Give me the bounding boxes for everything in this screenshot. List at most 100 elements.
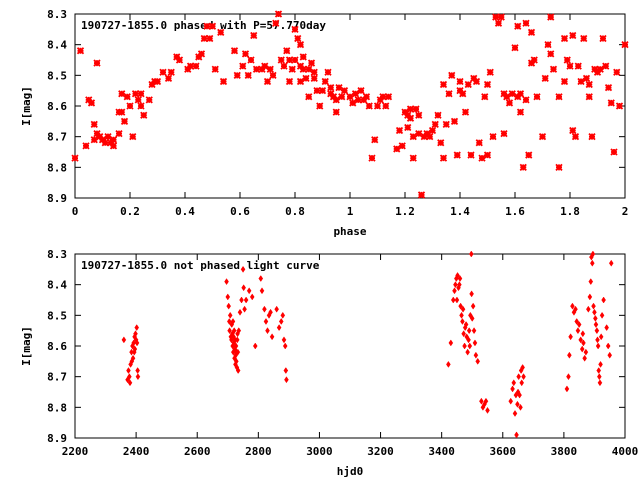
data-point [332,108,340,116]
data-point [596,65,604,73]
data-point [373,102,382,110]
data-point [522,96,530,104]
data-point [461,108,470,116]
y-axis-label: I[mag] [20,86,33,126]
data-point [514,22,522,30]
data-point [259,287,265,295]
y-tick-label: 8.6 [47,100,67,113]
data-point [573,305,578,313]
data-point [261,62,269,70]
data-point [442,120,450,129]
data-point [129,133,137,141]
data-point [597,373,602,381]
x-tick-label: 0 [72,205,79,218]
plot-title: 190727-1855.0 not phased light curve [81,259,320,272]
data-point [313,87,321,95]
data-point [505,99,514,107]
data-point [349,99,357,107]
data-point [457,281,462,289]
data-point [332,96,340,104]
data-point [549,65,558,73]
data-point [268,308,273,316]
data-point [357,87,365,95]
data-point [579,345,585,353]
plot-frame [74,253,626,439]
data-point [266,65,274,73]
x-tick-label: 4000 [612,445,639,458]
data-point [571,133,580,141]
data-point [586,305,591,313]
data-point [439,154,448,162]
data-point [241,50,250,58]
data-point [460,305,466,313]
data-point [208,22,217,30]
data-point [465,348,470,356]
data-point [291,56,299,64]
data-point [140,111,148,119]
x-tick-label: 3200 [367,445,394,458]
data-point [324,68,332,76]
data-point [467,342,473,350]
data-point [137,102,145,110]
data-point [274,10,283,18]
data-point [126,102,134,110]
data-point [226,302,231,310]
data-point [206,34,214,43]
data-point [568,333,573,341]
data-point [118,90,126,98]
data-point [511,44,519,52]
data-point [294,34,302,43]
data-point [462,342,467,350]
data-point [132,345,138,353]
data-point [596,367,602,374]
data-point [590,259,595,267]
data-point [241,284,246,292]
data-point [471,327,477,335]
data-point [544,41,552,49]
data-point [305,93,313,101]
data-point [598,333,604,341]
data-point [335,83,343,92]
data-point [503,93,511,101]
data-point [269,333,275,341]
data-point [354,96,362,104]
data-point [450,296,456,304]
data-point [483,397,489,405]
data-point [520,364,525,371]
data-point [233,342,239,350]
data-point [533,93,541,101]
x-tick-label: 1.2 [395,205,415,218]
data-point [316,102,324,110]
data-point [615,102,624,110]
data-point [230,47,239,55]
data-point [200,34,208,43]
x-tick-label: 1.8 [560,205,580,218]
data-point [597,379,603,387]
data-point [121,336,127,344]
data-point [607,99,615,107]
data-point [406,105,415,113]
data-point [90,120,98,129]
data-point [594,327,600,335]
data-point [450,117,459,125]
data-point [466,336,471,344]
data-point [463,321,469,328]
data-point [560,77,569,86]
data-point [428,126,437,135]
data-point [234,357,239,365]
data-point [276,324,282,332]
data-point [608,259,614,267]
data-point [243,296,249,304]
data-point [227,327,232,335]
data-point [277,56,285,64]
data-point [492,13,500,21]
data-point [479,397,484,405]
y-tick-label: 8.9 [47,432,67,445]
data-point [455,272,460,279]
data-point [285,56,294,64]
data-point [225,293,231,301]
data-point [599,34,607,43]
x-tick-label: 3400 [428,445,455,458]
data-point [351,90,360,98]
data-point [489,133,497,141]
